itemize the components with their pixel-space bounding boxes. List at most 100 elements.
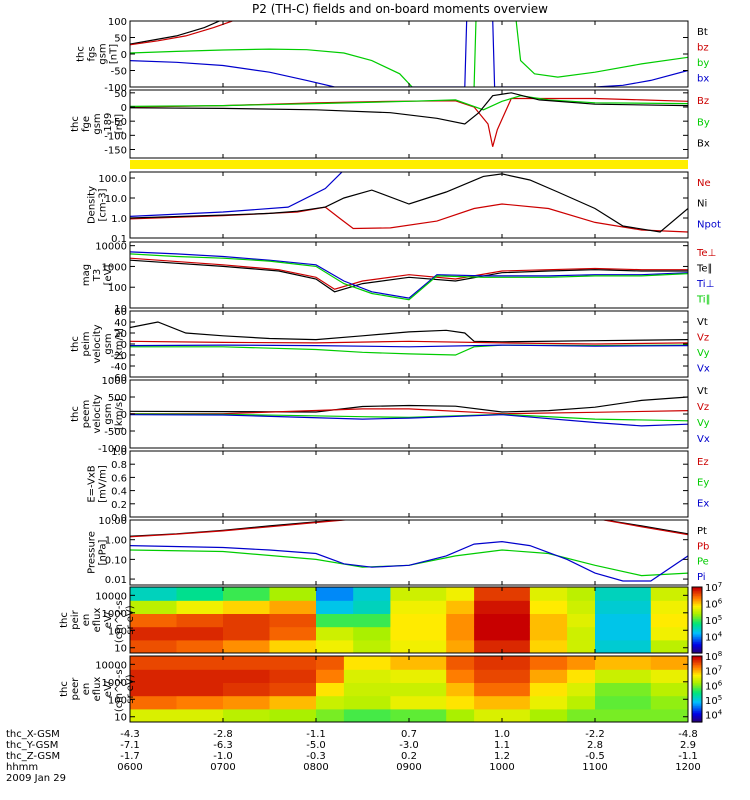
series-line-Vx [130, 344, 688, 348]
ephem-value: 0.2 [401, 751, 417, 762]
legend-temp-1: Te∥ [696, 264, 713, 275]
heatmap-cell [595, 613, 652, 628]
colorbar-step [692, 646, 702, 649]
lines-density [130, 172, 688, 233]
heatmap-cell [223, 669, 271, 683]
y-axis-label-line: fge [81, 116, 92, 132]
y-axis-label-line: sr-eV) [125, 674, 136, 703]
heatmap-cell [130, 639, 178, 653]
heatmap-peir [130, 587, 688, 653]
heatmap-cell [390, 656, 447, 670]
colorbar-step [692, 695, 702, 698]
panel-peem: Vt Vz Vy Vx 1000 500 0 -500 -1000 thc peem velocity… [70, 376, 710, 455]
colorbar-step [692, 680, 702, 683]
heatmap-cell [567, 695, 596, 710]
y-axis-label-line: thc [59, 612, 70, 628]
heatmap-cell [567, 682, 596, 697]
heatmap-cell [446, 587, 475, 601]
heatmap-cell [390, 695, 447, 710]
legend-efield-2: Ex [697, 498, 709, 509]
heatmap-cell [567, 587, 596, 601]
heatmap-cell [353, 613, 391, 628]
heatmap-cell [269, 656, 317, 670]
legend-peem-3: Vx [697, 434, 710, 445]
colorbar-label-base: 10 [705, 681, 718, 692]
ephem-value: 0900 [396, 762, 421, 773]
ytick-label: 10 [114, 644, 127, 655]
colorbar-step [692, 718, 702, 721]
ephem-value: 0800 [303, 762, 328, 773]
series-line-Pe [130, 549, 688, 577]
heatmap-cell [446, 626, 475, 641]
ytick-label: 10000 [95, 591, 127, 602]
y-axis-label-line: gsm [98, 43, 109, 64]
series-line-Vx [130, 414, 688, 427]
colorbar-step [692, 615, 702, 618]
legend-peem-2: Vy [697, 418, 710, 429]
ephem-value: 1000 [489, 762, 514, 773]
ephem-value: 1200 [675, 762, 700, 773]
colorbar-label-base: 10 [705, 583, 718, 594]
heatmap-cell [474, 656, 531, 670]
legend-peim-3: Vx [697, 364, 710, 375]
colorbar-label: 104 [705, 709, 723, 722]
heatmap-cell [130, 600, 178, 614]
colorbar-label-base: 10 [705, 696, 718, 707]
ephem-value: 1.2 [494, 751, 510, 762]
legend-temp-3: Ti∥ [696, 295, 711, 306]
heatmap-cell [446, 613, 475, 628]
ephem-value: 2.8 [587, 740, 603, 751]
y-axis-label-line: eV/ [103, 611, 114, 628]
heatmap-cell [223, 613, 271, 628]
heatmap-cell [567, 639, 596, 653]
heatmap-cell [595, 626, 652, 641]
colorbar-step [692, 595, 702, 598]
colorbar-step [692, 644, 702, 647]
colorbar-step [692, 674, 702, 677]
legend-efield-0: Ez [697, 457, 709, 468]
colorbar-step [692, 657, 702, 660]
heatmap-cell [269, 626, 317, 641]
legend-fgs-2: by [697, 58, 709, 69]
ytick-label: 1000 [102, 262, 127, 273]
heatmap-cell [567, 600, 596, 614]
ephem-value: -1.1 [678, 751, 698, 762]
colorbar-step [692, 685, 702, 688]
heatmap-cell [176, 626, 224, 641]
ytick-label: 0.10 [105, 555, 127, 566]
colorbar-step [692, 690, 702, 693]
colorbar-step [692, 682, 702, 685]
heatmap-cell [269, 600, 317, 614]
colorbar-step [692, 639, 702, 643]
heatmap-cell [269, 613, 317, 628]
colorbar-label-base: 10 [705, 633, 718, 644]
heatmap-cell [130, 669, 178, 683]
legend-density-2: Npot [697, 219, 721, 230]
y-axis-label-line: thc [70, 406, 81, 422]
legend-fgh-0: Bz [697, 96, 709, 107]
y-axis-label-line: [km/s] [114, 328, 125, 360]
ytick-label: -1000 [98, 444, 127, 455]
colorbar-label-exp: 7 [718, 581, 722, 589]
series-line-Bt [130, 21, 221, 45]
heatmap-cell [316, 682, 345, 697]
heatmap-cell [316, 708, 345, 722]
series-line-By [130, 95, 688, 111]
heatmap-cell [474, 682, 531, 697]
heatmap-cell [595, 669, 652, 683]
series-line-Ne [130, 203, 688, 233]
x-axis-labels: thc_X-GSM -4.3 -2.8 -1.1 0.7 1.0 -2.2 -4.8 thc_Y… [6, 729, 701, 784]
heatmap-cell [595, 682, 652, 697]
panel-temp: Te⊥ Te∥ Ti⊥ Ti∥ 10000 1000 100 10 mag T3 [eV] [81, 241, 716, 315]
y-axis-label-line: Pressure [87, 531, 98, 574]
ytick-label: 500 [108, 393, 127, 404]
ytick-label: 10.0 [105, 194, 127, 205]
y-axis-label-line: thc [70, 336, 81, 352]
ytick-label: 0.01 [105, 575, 127, 586]
heatmap-cell [176, 613, 224, 628]
colorbar-step [692, 593, 702, 596]
heatmap-cell [130, 587, 178, 601]
colorbar-step [692, 600, 702, 603]
legend-peim-1: Vz [697, 333, 709, 344]
mode-bar [130, 160, 688, 169]
